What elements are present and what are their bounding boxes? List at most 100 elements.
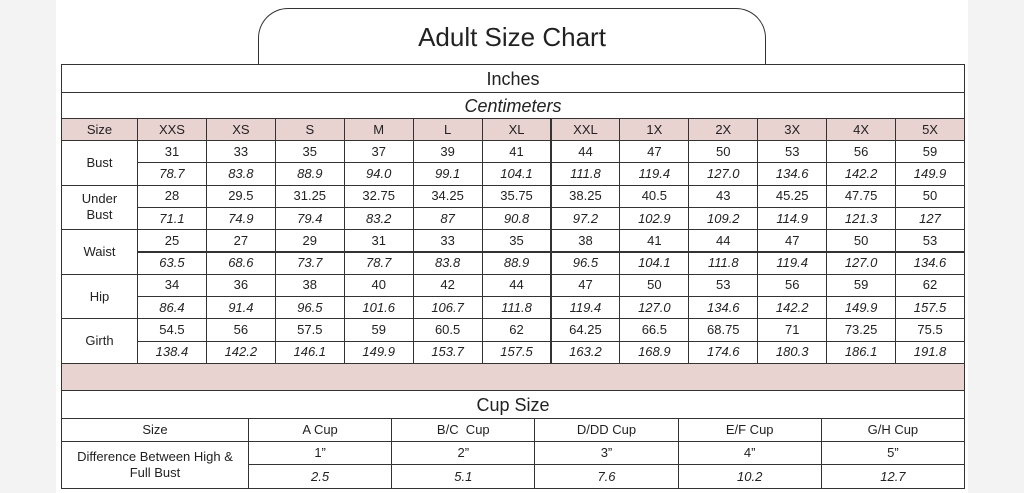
inch-value: 37 — [343, 140, 414, 164]
cm-value: 104.1 — [481, 162, 552, 186]
cm-value: 149.9 — [826, 296, 897, 320]
column-header: 2X — [688, 118, 759, 141]
cm-value: 73.7 — [274, 251, 345, 275]
cm-value: 97.2 — [550, 206, 621, 231]
row-label: Girth — [61, 318, 138, 364]
inch-value: 53 — [688, 273, 759, 298]
inch-value: 50 — [895, 184, 965, 208]
cm-value: 88.9 — [274, 162, 345, 186]
inch-value: 35 — [274, 140, 345, 164]
column-header: XL — [481, 118, 552, 141]
cm-value: 186.1 — [826, 340, 897, 364]
inch-value: 73.25 — [826, 318, 897, 342]
column-header: L — [412, 118, 483, 141]
inch-value: 56 — [757, 273, 828, 298]
inch-value: 62 — [481, 318, 552, 342]
inch-value: 68.75 — [688, 318, 759, 342]
margin — [0, 0, 56, 493]
inch-value: 4” — [677, 441, 822, 465]
cm-value: 127.0 — [688, 162, 759, 186]
cm-value: 102.9 — [619, 206, 690, 231]
inch-value: 59 — [826, 273, 897, 298]
cm-value: 149.9 — [895, 162, 965, 186]
cm-value: 157.5 — [895, 296, 965, 320]
inch-value: 43 — [688, 184, 759, 208]
inch-value: 33 — [205, 140, 276, 164]
cm-value: 79.4 — [274, 206, 345, 231]
cm-value: 83.2 — [343, 206, 414, 231]
inch-value: 41 — [481, 140, 552, 164]
cm-value: 142.2 — [757, 296, 828, 320]
cm-value: 90.8 — [481, 206, 552, 231]
cm-value: 78.7 — [137, 162, 207, 186]
row-label: Under Bust — [61, 184, 138, 231]
inch-value: 42 — [412, 273, 483, 298]
inch-value: 59 — [343, 318, 414, 342]
inch-value: 56 — [205, 318, 276, 342]
cm-value: 101.6 — [343, 296, 414, 320]
inch-value: 31.25 — [274, 184, 345, 208]
cm-value: 138.4 — [137, 340, 207, 364]
cm-value: 109.2 — [688, 206, 759, 231]
inch-value: 50 — [619, 273, 690, 298]
cm-value: 191.8 — [895, 340, 965, 364]
column-header: M — [343, 118, 414, 141]
cm-value: 121.3 — [826, 206, 897, 231]
column-header: 4X — [826, 118, 897, 141]
inch-value: 34 — [137, 273, 207, 298]
inch-value: 28 — [137, 184, 207, 208]
inch-value: 53 — [757, 140, 828, 164]
cm-value: 157.5 — [481, 340, 552, 364]
cm-value: 5.1 — [391, 464, 536, 489]
cm-value: 174.6 — [688, 340, 759, 364]
cm-value: 96.5 — [550, 251, 621, 275]
inch-value: 44 — [550, 140, 621, 164]
inch-value: 25 — [137, 229, 207, 253]
inch-value: 32.75 — [343, 184, 414, 208]
cm-value: 87 — [412, 206, 483, 231]
cm-value: 71.1 — [137, 206, 207, 231]
inch-value: 62 — [895, 273, 965, 298]
cm-value: 134.6 — [895, 251, 965, 275]
inch-value: 75.5 — [895, 318, 965, 342]
cm-value: 88.9 — [481, 251, 552, 275]
inch-value: 36 — [205, 273, 276, 298]
inch-value: 47 — [757, 229, 828, 253]
cm-value: 94.0 — [343, 162, 414, 186]
column-header: XXL — [550, 118, 621, 141]
cm-value: 127.0 — [826, 251, 897, 275]
cm-value: 119.4 — [757, 251, 828, 275]
cm-value: 91.4 — [205, 296, 276, 320]
inch-value: 29 — [274, 229, 345, 253]
cm-value: 119.4 — [619, 162, 690, 186]
cm-value: 99.1 — [412, 162, 483, 186]
inch-value: 54.5 — [137, 318, 207, 342]
cm-value: 149.9 — [343, 340, 414, 364]
cm-value: 2.5 — [248, 464, 393, 489]
inch-value: 35.75 — [481, 184, 552, 208]
inch-value: 47 — [550, 273, 621, 298]
cm-value: 78.7 — [343, 251, 414, 275]
inch-value: 3” — [534, 441, 679, 465]
inch-value: 50 — [826, 229, 897, 253]
cm-value: 111.8 — [688, 251, 759, 275]
row-label: Bust — [61, 140, 138, 186]
inch-value: 56 — [826, 140, 897, 164]
column-header: S — [274, 118, 345, 141]
cm-value: 111.8 — [550, 162, 621, 186]
cm-value: 68.6 — [205, 251, 276, 275]
inch-value: 71 — [757, 318, 828, 342]
inch-value: 38 — [274, 273, 345, 298]
inch-value: 39 — [412, 140, 483, 164]
inch-value: 34.25 — [412, 184, 483, 208]
cm-value: 134.6 — [688, 296, 759, 320]
inch-value: 59 — [895, 140, 965, 164]
cm-value: 111.8 — [481, 296, 552, 320]
cm-value: 142.2 — [826, 162, 897, 186]
cm-value: 153.7 — [412, 340, 483, 364]
cm-value: 12.7 — [820, 464, 965, 489]
inch-value: 2” — [391, 441, 536, 465]
inch-value: 66.5 — [619, 318, 690, 342]
cm-value: 142.2 — [205, 340, 276, 364]
